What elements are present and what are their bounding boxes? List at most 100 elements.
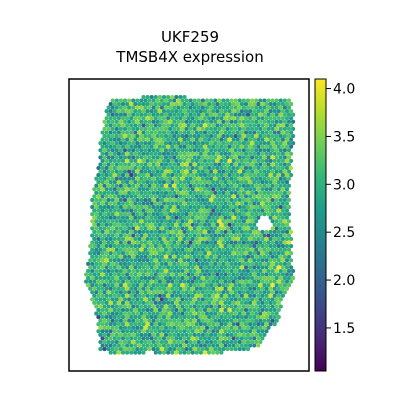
spot xyxy=(157,315,162,320)
spot xyxy=(133,109,138,114)
spot xyxy=(118,98,123,103)
spot xyxy=(221,219,226,224)
spot xyxy=(254,205,259,210)
spot xyxy=(235,151,240,156)
spot xyxy=(186,215,191,220)
spot xyxy=(278,283,283,288)
spot xyxy=(262,311,267,316)
spot xyxy=(250,183,255,188)
spot xyxy=(241,304,246,309)
spot xyxy=(202,315,208,320)
spot xyxy=(118,311,123,316)
spot xyxy=(227,222,232,227)
spot xyxy=(145,116,150,121)
spot xyxy=(182,329,187,334)
spot xyxy=(243,130,249,135)
spot xyxy=(133,229,138,234)
spot xyxy=(100,251,105,256)
spot xyxy=(108,258,113,263)
spot xyxy=(202,194,208,199)
spot xyxy=(104,116,109,121)
chart-title-line2: TMSB4X expression xyxy=(115,48,263,66)
spot xyxy=(235,208,240,213)
spot xyxy=(233,205,238,210)
spot xyxy=(110,233,115,238)
spot xyxy=(108,329,113,334)
spot xyxy=(168,290,173,295)
spot xyxy=(112,300,117,305)
spot xyxy=(155,169,160,174)
spot xyxy=(219,109,224,114)
spot xyxy=(145,215,150,220)
spot xyxy=(239,130,244,135)
spot xyxy=(262,141,267,146)
spot xyxy=(180,339,185,345)
spot xyxy=(145,151,150,156)
spot xyxy=(204,169,210,174)
spot xyxy=(188,141,193,146)
spot xyxy=(166,109,171,114)
spot xyxy=(145,293,150,298)
spot xyxy=(227,329,232,334)
spot xyxy=(182,236,187,242)
spot xyxy=(264,194,269,199)
spot xyxy=(256,165,261,171)
spot xyxy=(282,219,287,224)
spot xyxy=(163,148,169,153)
spot xyxy=(264,130,269,135)
spot xyxy=(100,244,105,249)
spot xyxy=(243,336,249,341)
spot xyxy=(184,119,189,124)
spot xyxy=(233,247,238,252)
spot xyxy=(266,190,271,195)
spot xyxy=(202,208,208,213)
spot xyxy=(202,265,208,270)
spot xyxy=(248,307,253,313)
spot xyxy=(231,158,236,163)
spot xyxy=(252,123,257,128)
spot xyxy=(143,162,148,167)
spot xyxy=(127,148,132,153)
spot xyxy=(229,318,234,323)
spot xyxy=(190,329,195,334)
spot xyxy=(139,141,144,146)
spot xyxy=(252,251,257,256)
spot xyxy=(133,300,138,305)
spot xyxy=(215,307,220,313)
spot xyxy=(186,272,191,277)
spot xyxy=(96,329,101,334)
spot xyxy=(248,265,253,270)
spot xyxy=(219,300,224,305)
spot xyxy=(174,251,179,256)
spot xyxy=(186,343,191,348)
spot xyxy=(233,148,238,153)
spot xyxy=(229,347,234,352)
spot xyxy=(209,325,214,330)
spot xyxy=(229,247,234,252)
spot xyxy=(243,244,249,249)
spot xyxy=(178,286,183,291)
spot xyxy=(159,283,164,288)
spot xyxy=(159,219,164,224)
spot xyxy=(202,279,208,284)
spot xyxy=(112,315,117,320)
spot xyxy=(141,286,146,291)
spot xyxy=(188,105,193,110)
spot xyxy=(141,307,146,313)
spot xyxy=(159,212,164,217)
spot xyxy=(102,318,107,323)
spot xyxy=(217,155,222,160)
spot xyxy=(141,329,146,334)
spot xyxy=(104,236,109,242)
spot xyxy=(207,279,212,284)
spot xyxy=(241,190,246,195)
spot xyxy=(174,130,179,135)
spot xyxy=(204,325,210,330)
spot xyxy=(159,141,164,146)
spot xyxy=(149,123,154,128)
spot xyxy=(217,112,222,117)
spot xyxy=(98,197,103,203)
spot xyxy=(120,265,126,270)
spot xyxy=(157,300,162,305)
spot xyxy=(122,190,128,195)
